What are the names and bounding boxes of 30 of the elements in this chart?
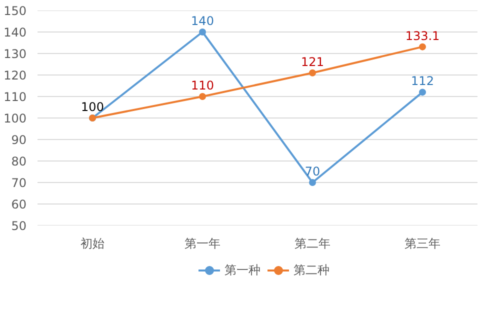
legend-label: 第一种 [224,262,260,278]
data-label: 100 [81,100,104,114]
x-tick-label: 第一年 [184,236,220,250]
data-label: 133.1 [405,28,440,43]
x-tick-label: 第三年 [404,236,440,250]
y-tick-label: 90 [11,133,27,147]
y-tick-label: 60 [11,198,27,212]
data-label: 112 [411,74,434,88]
data-label: 121 [301,54,324,69]
point [309,69,316,76]
x-tick-label: 初始 [80,236,104,250]
y-tick-label: 150 [4,4,26,18]
y-tick-label: 120 [4,68,26,82]
point [309,179,316,186]
y-tick-label: 70 [11,176,27,190]
legend-label: 第二种 [294,262,330,278]
data-label: 70 [304,164,320,178]
y-tick-label: 100 [4,112,26,126]
y-tick-label: 130 [4,47,26,61]
data-label: 140 [191,14,214,28]
y-tick-label: 110 [4,90,26,104]
point [199,93,206,100]
y-tick-label: 140 [4,26,26,40]
point [419,88,426,96]
point [419,43,426,50]
y-tick-label: 80 [11,154,27,168]
x-tick-label: 第二年 [294,236,330,250]
y-tick-label: 50 [11,219,27,233]
data-label: 110 [191,78,214,92]
point [199,28,206,36]
